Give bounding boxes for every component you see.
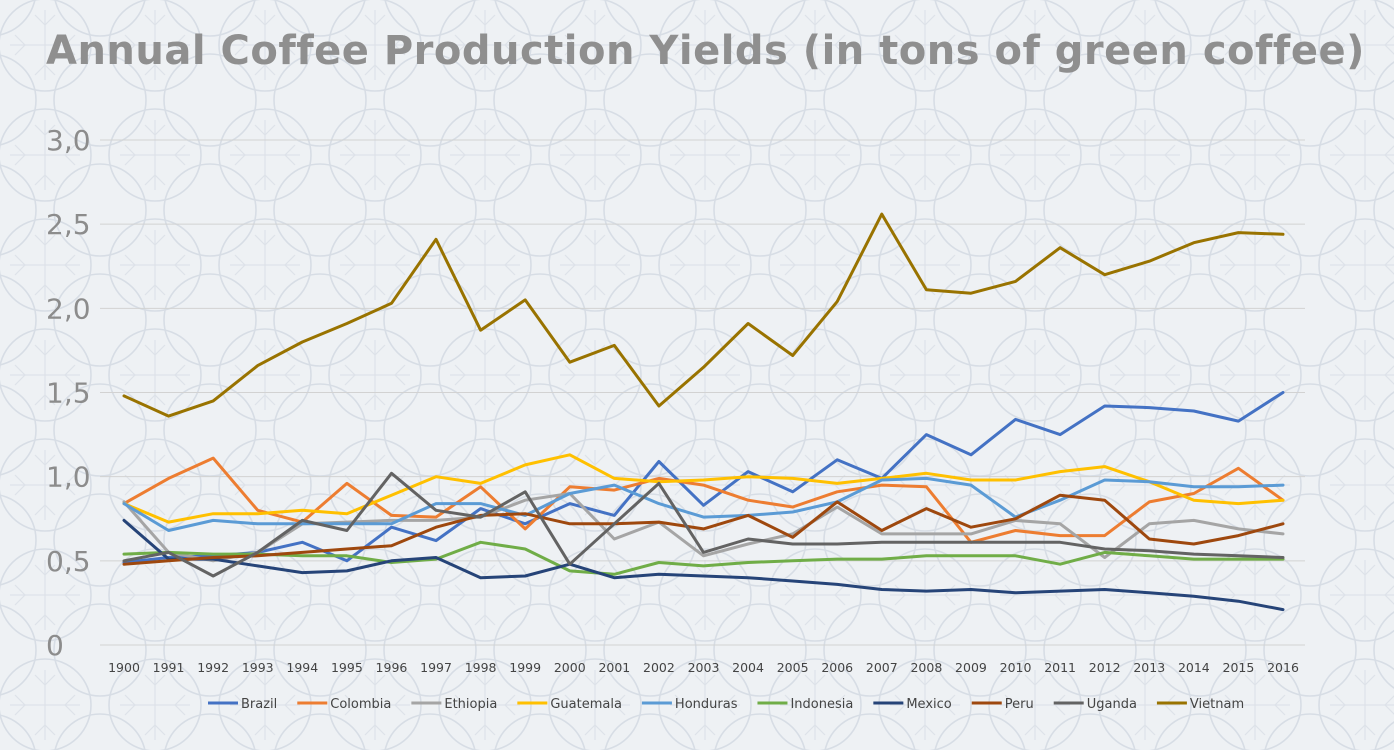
y-tick-label: 1,5 — [46, 377, 91, 410]
legend-item-colombia: Colombia — [297, 697, 391, 712]
legend-label: Colombia — [330, 697, 391, 712]
x-tick-label: 2000 — [554, 660, 586, 675]
legend-label: Mexico — [906, 697, 951, 712]
series-line-uganda — [122, 471, 1285, 578]
x-axis-ticks: 1900 1991 1992 1993 1994 1995 1996 1997 1998 1999… — [108, 660, 1299, 675]
x-tick-label: 2012 — [1089, 660, 1121, 675]
y-tick-label: 1,0 — [46, 461, 91, 494]
gridlines — [100, 139, 1305, 646]
y-tick-label: 2,0 — [46, 292, 91, 325]
x-tick-label: 1994 — [286, 660, 318, 675]
y-tick-label: 0,5 — [46, 545, 91, 578]
legend-item-brazil: Brazil — [208, 697, 277, 712]
legend-label: Vietnam — [1190, 697, 1244, 712]
x-tick-label: 1993 — [242, 660, 274, 675]
legend-label: Peru — [1005, 697, 1034, 712]
x-tick-label: 2003 — [688, 660, 720, 675]
legend-label: Uganda — [1087, 697, 1137, 712]
series-line-mexico — [122, 518, 1285, 612]
x-tick-label: 2002 — [643, 660, 675, 675]
legend-item-peru: Peru — [971, 697, 1034, 712]
x-tick-label: 2016 — [1267, 660, 1299, 675]
x-tick-label: 1900 — [108, 660, 140, 675]
x-tick-label: 2007 — [866, 660, 898, 675]
legend-item-honduras: Honduras — [641, 697, 738, 712]
y-tick-label: 3,0 — [46, 124, 91, 157]
chart-title: Annual Coffee Production Yields (in tons… — [46, 28, 1365, 74]
x-tick-label: 1998 — [465, 660, 497, 675]
x-tick-label: 2004 — [732, 660, 764, 675]
legend-item-guatemala: Guatemala — [517, 697, 622, 712]
legend-label: Ethiopia — [444, 697, 497, 712]
x-tick-label: 1995 — [331, 660, 363, 675]
series-line-vietnam — [122, 212, 1285, 418]
x-tick-label: 2013 — [1133, 660, 1165, 675]
x-tick-label: 1991 — [153, 660, 185, 675]
legend-label: Brazil — [241, 697, 277, 712]
x-tick-label: 2014 — [1178, 660, 1210, 675]
x-tick-label: 1997 — [420, 660, 452, 675]
legend-item-uganda: Uganda — [1053, 697, 1137, 712]
legend-item-mexico: Mexico — [873, 697, 952, 712]
x-tick-label: 1996 — [376, 660, 408, 675]
x-tick-label: 1992 — [197, 660, 229, 675]
series-line-brazil — [122, 391, 1285, 564]
x-tick-label: 2009 — [955, 660, 987, 675]
legend-label: Honduras — [675, 697, 738, 712]
x-tick-label: 2011 — [1044, 660, 1076, 675]
legend-item-indonesia: Indonesia — [757, 697, 853, 712]
legend-item-ethiopia: Ethiopia — [411, 697, 497, 712]
legend-label: Indonesia — [790, 697, 853, 712]
legend: Brazil Colombia Ethiopia Guatemala Honduras I… — [208, 697, 1244, 712]
series-line-peru — [122, 493, 1285, 566]
series-lines — [122, 212, 1285, 612]
legend-label: Guatemala — [550, 697, 622, 712]
x-tick-label: 2015 — [1223, 660, 1255, 675]
x-tick-label: 2008 — [910, 660, 942, 675]
x-tick-label: 2005 — [777, 660, 809, 675]
y-tick-label: 0 — [46, 629, 64, 662]
legend-item-vietnam: Vietnam — [1156, 697, 1244, 712]
x-tick-label: 2010 — [1000, 660, 1032, 675]
series-line-colombia — [122, 456, 1285, 544]
y-axis-ticks: 0 0,5 1,0 1,5 2,0 2,5 3,0 — [46, 124, 91, 662]
series-line-indonesia — [122, 540, 1285, 576]
x-tick-label: 1999 — [509, 660, 541, 675]
x-tick-label: 2001 — [598, 660, 630, 675]
y-tick-label: 2,5 — [46, 208, 91, 241]
x-tick-label: 2006 — [821, 660, 853, 675]
series-line-guatemala — [122, 453, 1285, 524]
